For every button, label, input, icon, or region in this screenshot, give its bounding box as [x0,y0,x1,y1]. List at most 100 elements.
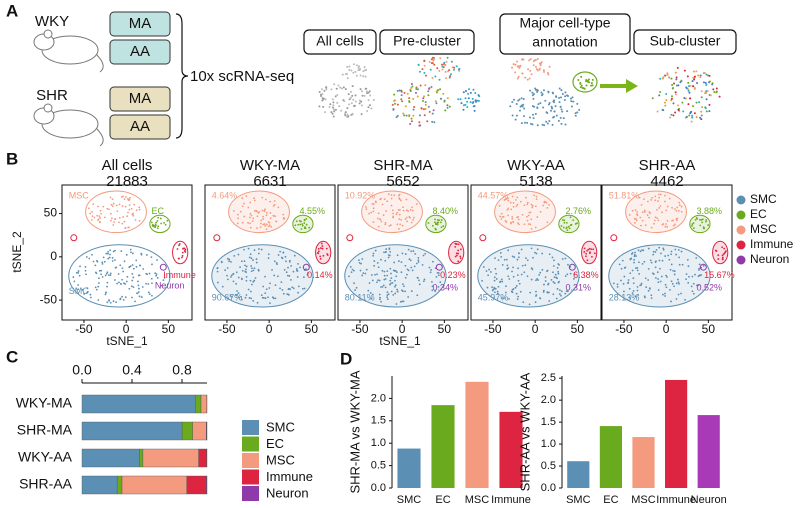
cell-dot [700,90,703,93]
cell-dot [96,214,99,217]
cell-dot [374,273,376,276]
cell-dot [713,90,716,93]
cell-dot [121,267,124,270]
cell-dot [410,83,413,86]
cell-dot [88,257,91,260]
cell-dot [503,199,506,201]
cell-dot [241,221,244,224]
bar-segment [181,421,193,441]
cell-dot [130,207,133,210]
cell-dot [422,108,425,111]
cell-dot [386,296,388,299]
cell-dot [541,268,544,271]
cell-dot [390,194,393,197]
cell-dot [488,268,490,271]
cell-dot [530,203,533,206]
x-tick-label: -50 [615,322,633,336]
cell-dot [352,98,355,101]
cell-dot [354,289,357,291]
legend-label: Immune [266,469,313,484]
cell-dot [415,262,418,265]
cell-dot [412,250,415,252]
cell-dot [518,223,520,226]
cell-dot [285,271,288,274]
cell-dot [272,297,275,300]
step-box [633,29,737,55]
cell-dot [643,198,645,201]
cell-dot [290,278,292,281]
cell-dot [524,264,527,267]
cluster-outline [315,240,332,265]
cell-dot [154,272,157,275]
cell-dot [717,258,720,260]
cell-dot [544,99,547,102]
cell-dot [638,261,640,264]
cell-dot [530,247,533,250]
cell-dot [689,112,692,115]
cell-dot [138,220,141,222]
step-box [379,29,475,55]
cell-dot [367,106,370,109]
cell-dot [367,91,370,94]
cell-dot [532,92,535,95]
cell-dot [390,290,393,293]
bar-segment [139,448,144,468]
cell-dot [352,63,355,66]
x-tick-label: 0.8 [172,362,192,378]
cell-dot [433,58,436,61]
cell-dot [157,216,160,219]
cell-dot [517,75,520,78]
cell-dot [504,291,507,294]
rat-icon [33,29,104,73]
cell-dot [586,259,589,262]
cell-dot [639,284,642,287]
cell-dot [422,280,425,283]
cell-dot [666,72,669,75]
cell-dot [128,287,131,290]
cell-dot [267,221,270,223]
cell-dot [620,267,623,270]
x-tick-label: -50 [75,322,93,336]
cell-dot [98,282,100,284]
cell-dot [321,245,324,248]
cluster-outline [568,263,576,271]
cell-dot [442,225,445,228]
cell-dot [539,210,542,213]
cell-dot [444,63,447,66]
cell-dot [243,248,245,251]
cell-dot [589,251,591,253]
cell-dot [532,113,535,116]
cluster-label: 90.67% [212,293,243,303]
cell-dot [268,287,271,289]
cell-dot [585,79,588,82]
cell-dot [289,288,292,291]
cell-dot [368,90,371,93]
cluster-label: 0.34% [433,282,459,292]
cell-dot [350,90,353,93]
cell-dot [567,225,570,228]
cell-dot [391,103,394,106]
cell-dot [721,258,724,261]
cell-dot [466,100,469,103]
cell-dot [384,221,387,224]
cell-dot [317,252,320,255]
cell-dot [698,101,701,104]
cell-dot [85,256,88,258]
cell-dot [500,278,503,281]
cell-dot [239,210,242,213]
cell-dot [588,247,591,250]
cell-dot [531,105,534,108]
cell-dot [672,102,675,105]
cell-dot [296,276,299,278]
cell-dot [182,247,184,250]
cluster-label: 51.81% [609,191,640,201]
cell-dot [362,70,365,73]
cell-dot [365,208,368,210]
cell-dot [705,91,708,94]
cell-dot [654,195,657,198]
cell-dot [449,75,452,78]
cell-dot [249,226,252,229]
cell-dot [253,279,256,282]
cell-dot [661,259,664,262]
cell-dot [539,297,542,300]
